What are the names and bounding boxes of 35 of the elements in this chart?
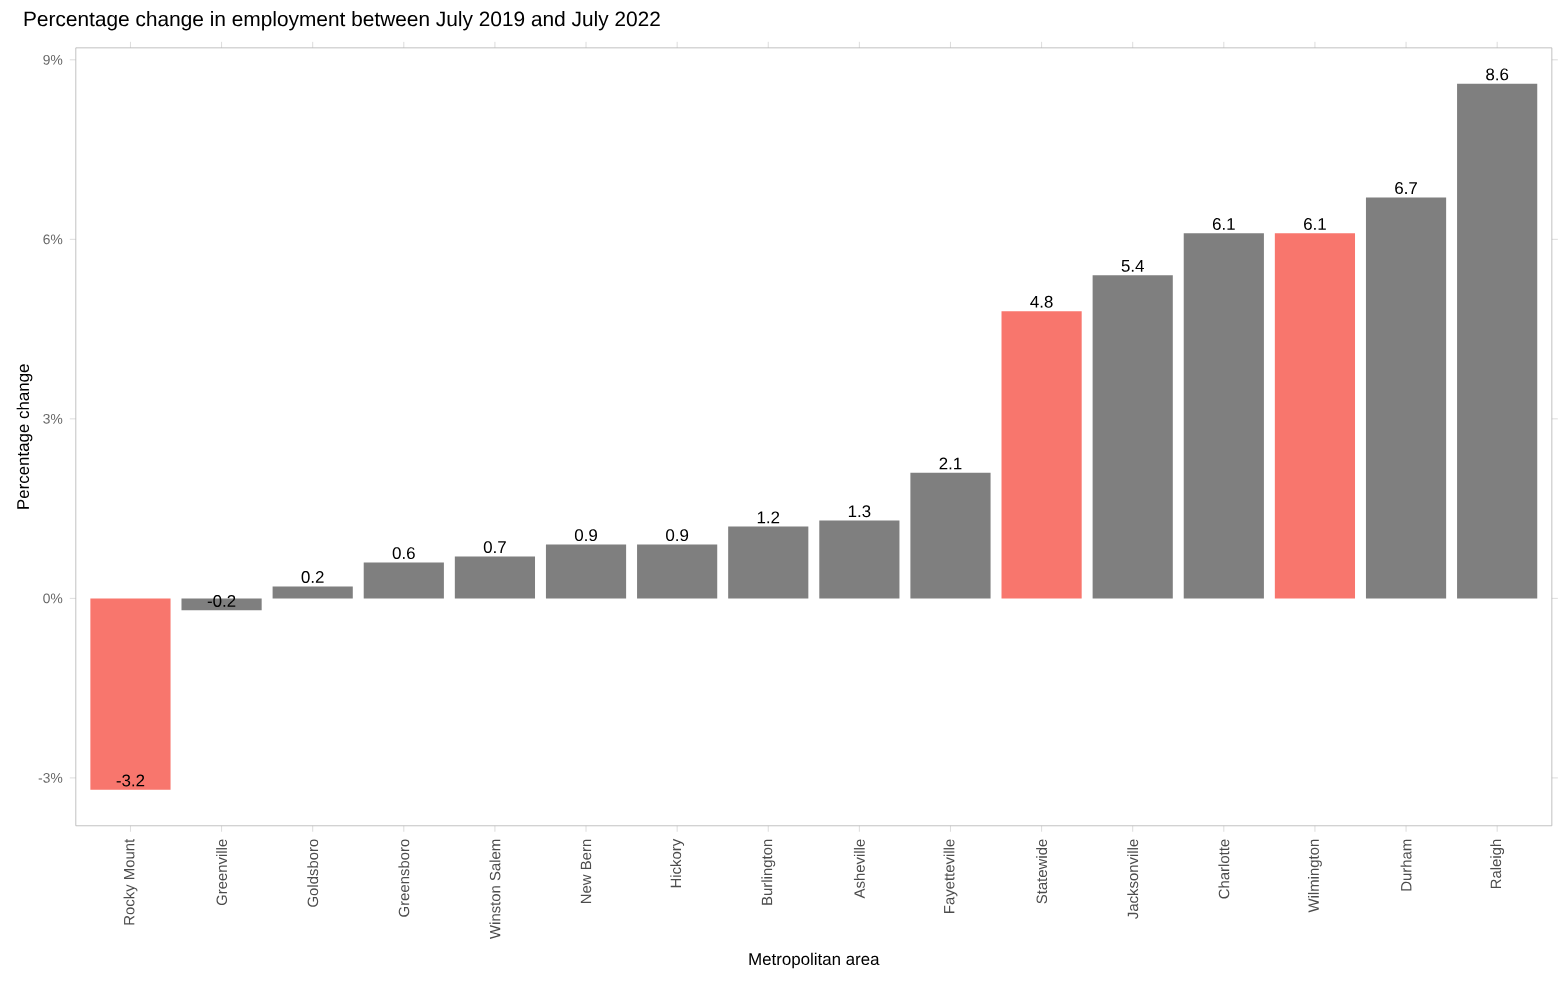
bar: [272, 586, 353, 599]
data-label: 4.8: [1030, 296, 1053, 309]
bar: [1001, 311, 1082, 599]
chart-title: Percentage change in employment between July 2019 and July 2022: [24, 11, 660, 31]
bar: [181, 598, 262, 611]
data-label: 8.6: [1486, 68, 1509, 81]
data-label: 0.6: [392, 547, 415, 560]
data-label: 0.2: [301, 571, 324, 584]
x-axis-title: Metropolitan area: [749, 952, 880, 969]
bar: [1092, 275, 1173, 599]
bar: [1457, 84, 1538, 599]
bar: [90, 598, 171, 791]
data-label: 1.3: [848, 505, 871, 518]
data-label: 6.1: [1304, 218, 1326, 231]
bar: [545, 544, 627, 599]
data-label: 0.7: [483, 541, 506, 554]
data-label: 5.4: [1121, 260, 1144, 273]
data-label: 1.2: [757, 511, 780, 524]
data-label: 0.9: [666, 529, 689, 542]
data-label: 2.1: [939, 457, 962, 470]
bar: [1183, 233, 1264, 599]
bar: [728, 526, 809, 599]
bar: [819, 520, 900, 599]
data-label: -3.2: [116, 774, 145, 787]
bar: [363, 562, 444, 599]
bar: [910, 473, 991, 599]
bar: [637, 544, 718, 599]
bar: [454, 556, 536, 599]
data-label: 6.7: [1395, 182, 1417, 195]
y-axis-title: Percentage change: [16, 364, 33, 510]
bar: [1274, 233, 1356, 599]
data-label: 6.1: [1212, 218, 1235, 231]
bar: [1365, 197, 1447, 599]
data-label: -0.2: [207, 595, 236, 608]
data-label: 0.9: [574, 529, 597, 542]
